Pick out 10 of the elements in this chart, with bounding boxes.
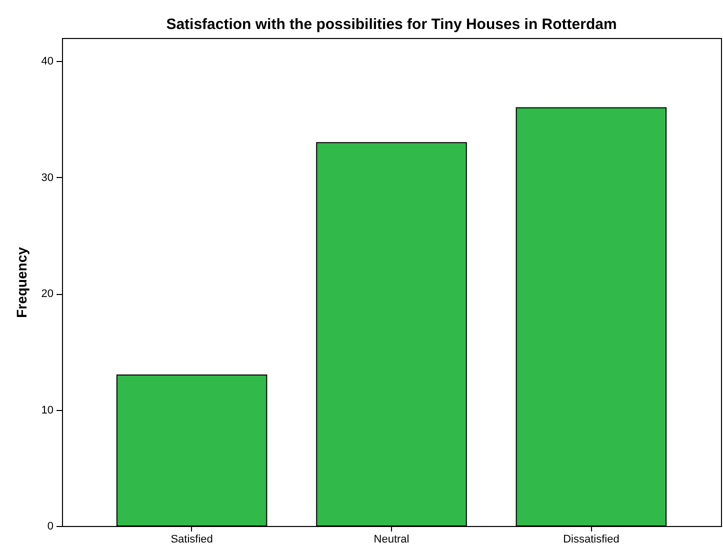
y-tick-label: 40 bbox=[41, 56, 54, 68]
x-tick-label: Neutral bbox=[374, 534, 410, 546]
y-tick-label: 20 bbox=[41, 288, 54, 300]
x-tick-label: Satisfied bbox=[170, 534, 213, 546]
chart-title: Satisfaction with the possibilities for Tiny Houses in Rotterdam bbox=[166, 16, 617, 33]
x-tick-label: Dissatisfied bbox=[563, 534, 620, 546]
y-axis-title: Frequency bbox=[13, 246, 30, 318]
y-tick-label: 10 bbox=[41, 404, 54, 416]
y-tick-label: 30 bbox=[41, 172, 54, 184]
y-tick-label: 0 bbox=[47, 520, 54, 532]
